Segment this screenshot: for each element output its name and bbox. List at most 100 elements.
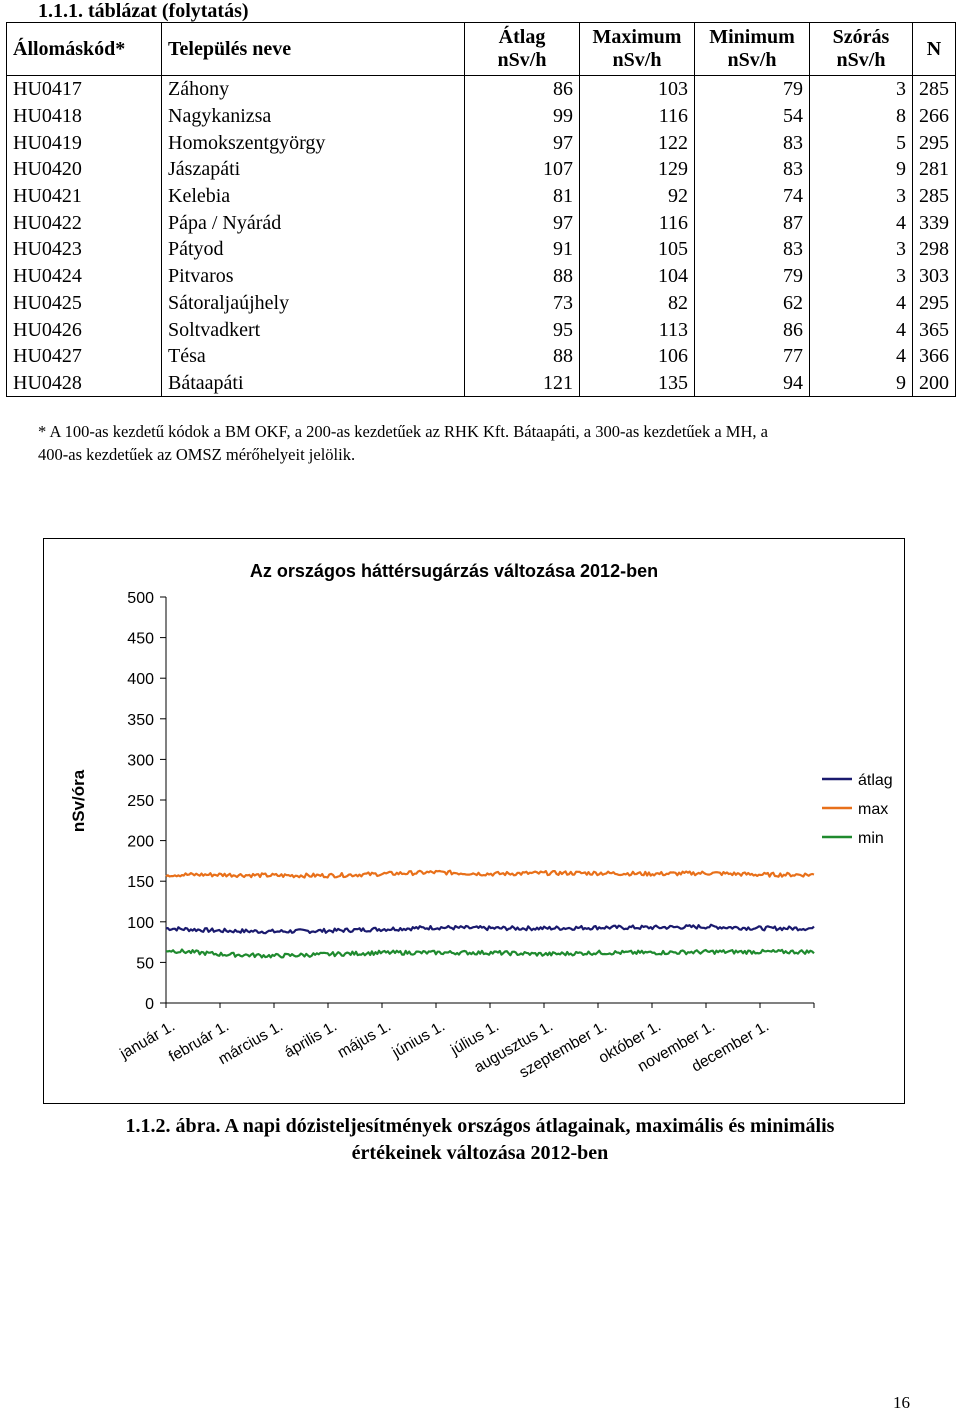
cell-avg: 88 bbox=[464, 342, 580, 370]
cell-max: 92 bbox=[579, 182, 695, 210]
cell-min: 79 bbox=[694, 262, 810, 290]
cell-name: Pitvaros bbox=[161, 262, 465, 290]
cell-std: 4 bbox=[809, 289, 913, 317]
cell-n: 303 bbox=[912, 262, 956, 290]
cell-max: 116 bbox=[579, 209, 695, 237]
cell-avg: 91 bbox=[464, 236, 580, 263]
chart-title: Az országos háttérsugárzás változása 201… bbox=[250, 561, 658, 581]
cell-std: 4 bbox=[809, 342, 913, 370]
chart-frame: Az országos háttérsugárzás változása 201… bbox=[43, 538, 905, 1104]
header-min: Minimum nSv/h bbox=[694, 22, 810, 76]
x-tick-label: május 1. bbox=[335, 1018, 394, 1062]
table-row: HU0428 Bátaapáti 121 135 94 9 200 bbox=[6, 369, 956, 398]
cell-min: 94 bbox=[694, 369, 810, 398]
cell-code: HU0417 bbox=[6, 75, 162, 103]
cell-avg: 86 bbox=[464, 75, 580, 103]
cell-code: HU0421 bbox=[6, 182, 162, 210]
cell-max: 116 bbox=[579, 102, 695, 130]
cell-code: HU0426 bbox=[6, 316, 162, 343]
cell-min: 83 bbox=[694, 129, 810, 157]
cell-max: 105 bbox=[579, 236, 695, 263]
cell-name: Homokszentgyörgy bbox=[161, 129, 465, 157]
figure-caption-line-1: 1.1.2. ábra. A napi dózisteljesítmények … bbox=[125, 1115, 835, 1137]
cell-min: 87 bbox=[694, 209, 810, 237]
table-row: HU0422 Pápa / Nyárád 97 116 87 4 339 bbox=[6, 209, 956, 237]
cell-std: 4 bbox=[809, 316, 913, 343]
table-row: HU0420 Jászapáti 107 129 83 9 281 bbox=[6, 156, 956, 183]
y-tick-label: 150 bbox=[127, 874, 154, 891]
y-tick-label: 0 bbox=[145, 996, 154, 1013]
cell-std: 4 bbox=[809, 209, 913, 237]
cell-code: HU0425 bbox=[6, 289, 162, 317]
table-row: HU0417 Záhony 86 103 79 3 285 bbox=[6, 75, 956, 103]
legend-label: max bbox=[858, 801, 888, 818]
y-tick-label: 500 bbox=[127, 590, 154, 607]
cell-n: 266 bbox=[912, 102, 956, 130]
cell-avg: 73 bbox=[464, 289, 580, 317]
cell-code: HU0422 bbox=[6, 209, 162, 237]
table-header-row: Állomáskód* Település neve Átlag nSv/h Ma… bbox=[6, 22, 956, 76]
cell-n: 295 bbox=[912, 129, 956, 157]
header-settlement-name: Település neve bbox=[161, 22, 465, 76]
cell-name: Tésa bbox=[161, 342, 465, 370]
cell-max: 135 bbox=[579, 369, 695, 398]
header-std: Szórás nSv/h bbox=[809, 22, 913, 76]
table-caption: 1.1.1. táblázat (folytatás) bbox=[38, 0, 249, 22]
cell-code: HU0427 bbox=[6, 342, 162, 370]
cell-min: 86 bbox=[694, 316, 810, 343]
footnote-line-1: * A 100-as kezdetű kódok a BM OKF, a 200… bbox=[38, 422, 768, 441]
table-row: HU0426 Soltvadkert 95 113 86 4 365 bbox=[6, 316, 956, 343]
cell-code: HU0420 bbox=[6, 156, 162, 183]
y-tick-label: 250 bbox=[127, 793, 154, 810]
legend-label: átlag bbox=[858, 772, 893, 789]
station-table: Állomáskód* Település neve Átlag nSv/h Ma… bbox=[6, 22, 956, 398]
figure-caption: 1.1.2. ábra. A napi dózisteljesítmények … bbox=[0, 1113, 960, 1167]
cell-avg: 99 bbox=[464, 102, 580, 130]
cell-name: Bátaapáti bbox=[161, 369, 465, 398]
cell-std: 9 bbox=[809, 369, 913, 398]
cell-std: 5 bbox=[809, 129, 913, 157]
cell-min: 74 bbox=[694, 182, 810, 210]
cell-max: 129 bbox=[579, 156, 695, 183]
cell-name: Nagykanizsa bbox=[161, 102, 465, 130]
cell-max: 106 bbox=[579, 342, 695, 370]
y-tick-label: 100 bbox=[127, 915, 154, 932]
cell-avg: 88 bbox=[464, 262, 580, 290]
footnote-line-2: 400-as kezdetűek az OMSZ mérőhelyeit jel… bbox=[38, 445, 356, 464]
table-row: HU0425 Sátoraljaújhely 73 82 62 4 295 bbox=[6, 289, 956, 317]
cell-std: 3 bbox=[809, 236, 913, 263]
y-axis-label: nSv/óra bbox=[69, 769, 88, 832]
cell-n: 285 bbox=[912, 182, 956, 210]
cell-n: 366 bbox=[912, 342, 956, 370]
cell-n: 339 bbox=[912, 209, 956, 237]
cell-code: HU0428 bbox=[6, 369, 162, 398]
cell-name: Záhony bbox=[161, 75, 465, 103]
cell-min: 62 bbox=[694, 289, 810, 317]
cell-min: 77 bbox=[694, 342, 810, 370]
cell-std: 3 bbox=[809, 182, 913, 210]
page-number: 16 bbox=[893, 1393, 910, 1412]
header-station-code: Állomáskód* bbox=[6, 22, 162, 76]
y-tick-label: 300 bbox=[127, 752, 154, 769]
y-tick-label: 350 bbox=[127, 712, 154, 729]
cell-name: Pápa / Nyárád bbox=[161, 209, 465, 237]
series-line-1 bbox=[165, 869, 815, 879]
cell-name: Sátoraljaújhely bbox=[161, 289, 465, 317]
table-row: HU0419 Homokszentgyörgy 97 122 83 5 295 bbox=[6, 129, 956, 157]
cell-code: HU0418 bbox=[6, 102, 162, 130]
cell-max: 103 bbox=[579, 75, 695, 103]
series-line-0 bbox=[165, 923, 815, 935]
table-row: HU0421 Kelebia 81 92 74 3 285 bbox=[6, 182, 956, 210]
x-tick-label: április 1. bbox=[282, 1018, 340, 1062]
cell-max: 104 bbox=[579, 262, 695, 290]
cell-std: 3 bbox=[809, 262, 913, 290]
cell-code: HU0423 bbox=[6, 236, 162, 263]
cell-avg: 121 bbox=[464, 369, 580, 398]
y-tick-label: 400 bbox=[127, 671, 154, 688]
cell-min: 79 bbox=[694, 75, 810, 103]
table-row: HU0424 Pitvaros 88 104 79 3 303 bbox=[6, 262, 956, 290]
cell-code: HU0424 bbox=[6, 262, 162, 290]
figure-caption-line-2: értékeinek változása 2012-ben bbox=[351, 1142, 609, 1164]
table-row: HU0423 Pátyod 91 105 83 3 298 bbox=[6, 236, 956, 263]
cell-max: 82 bbox=[579, 289, 695, 317]
